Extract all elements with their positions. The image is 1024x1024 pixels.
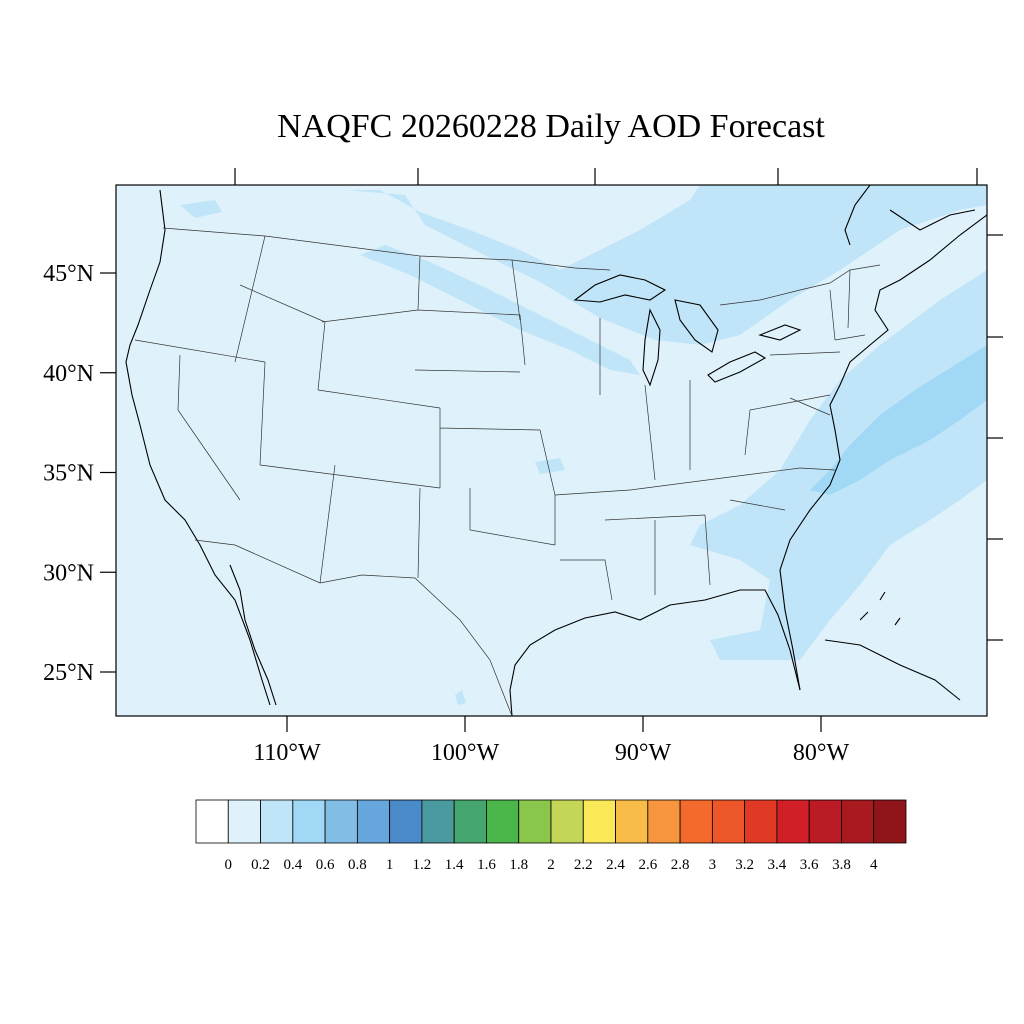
latitude-axis: 45°N 40°N 35°N 30°N 25°N	[43, 261, 116, 686]
colorbar-label: 1.2	[413, 857, 432, 873]
lake-huron	[674, 299, 719, 353]
coastline-atlantic	[779, 214, 987, 691]
colorbar-label: 3.4	[768, 857, 787, 873]
colorbar-label: 2.4	[606, 857, 625, 873]
lat-tick-label: 40°N	[43, 361, 94, 387]
aod-plume-south	[455, 690, 466, 705]
colorbar-label: 3.6	[800, 857, 819, 873]
lat-tick-label: 25°N	[43, 660, 94, 686]
coastline-cuba	[824, 639, 961, 701]
state-borders	[134, 227, 881, 717]
colorbar-swatch	[292, 799, 326, 844]
lat-tick-label: 30°N	[43, 560, 94, 586]
colorbar-label: 0.6	[316, 857, 335, 873]
lake-ontario	[758, 324, 802, 341]
colorbar-label: 2.6	[638, 857, 657, 873]
coastline-bahamas	[859, 591, 901, 626]
colorbar-label: 1.8	[509, 857, 528, 873]
colorbar-swatch	[679, 799, 713, 844]
colorbar-swatch	[711, 799, 746, 844]
coastline-canada	[844, 185, 976, 246]
aod-plume-southwest	[535, 458, 565, 474]
colorbar-label: 3.2	[735, 857, 754, 873]
colorbar-swatch	[744, 799, 778, 844]
colorbar-swatch	[647, 799, 681, 844]
aod-plume-north-2	[360, 245, 640, 375]
coastline-gulf	[509, 589, 801, 716]
longitude-axis: 110°W 100°W 90°W 80°W	[253, 716, 849, 766]
state-lines-east	[554, 269, 866, 601]
aod-plume-north	[345, 185, 987, 345]
lon-tick-label: 110°W	[253, 740, 321, 766]
aod-plume-core	[810, 345, 987, 495]
colorbar-swatch	[615, 799, 649, 844]
colorbar-swatch	[324, 799, 358, 844]
colorbar-swatch	[453, 799, 487, 844]
page-title: NAQFC 20260228 Daily AOD Forecast	[277, 108, 825, 145]
colorbar-label: 3	[709, 857, 717, 873]
colorbar-swatch	[421, 799, 455, 844]
coastline-west	[125, 189, 271, 706]
aod-plume-west	[180, 200, 222, 218]
colorbar-label: 0.8	[348, 857, 367, 873]
great-lakes	[573, 274, 802, 387]
colorbar-swatch	[808, 799, 842, 844]
colorbar-label: 0.2	[251, 857, 270, 873]
colorbar-swatch	[550, 799, 584, 844]
top-ticks	[234, 168, 978, 185]
right-ticks	[987, 234, 1003, 641]
colorbar-swatch	[486, 799, 520, 844]
colorbar-label: 0	[225, 857, 233, 873]
colorbar-label: 2.2	[574, 857, 593, 873]
map-frame	[115, 184, 988, 717]
mexico-border	[194, 539, 513, 717]
lat-tick-label: 45°N	[43, 261, 94, 287]
colorbar-swatch	[260, 799, 294, 844]
colorbar-swatch	[518, 799, 552, 844]
coastline-baja-east	[229, 564, 277, 706]
colorbar-swatch	[776, 799, 810, 844]
lake-michigan	[642, 308, 661, 387]
colorbar-swatch	[841, 799, 875, 844]
state-lines-west	[134, 235, 601, 584]
colorbar-labels: 0 0.2 0.4 0.6 0.8 1 1.2 1.4 1.6 1.8 2 2.2 2.4 2.6 2.8 3…	[225, 857, 878, 873]
canada-border	[162, 227, 881, 306]
colorbar-label: 4	[870, 857, 878, 873]
lon-tick-label: 90°W	[615, 740, 672, 766]
lon-tick-label: 80°W	[793, 740, 850, 766]
colorbar-label: 3.8	[832, 857, 851, 873]
colorbar-swatch	[227, 799, 261, 844]
colorbar-swatch	[873, 799, 907, 844]
colorbar-swatch	[195, 799, 229, 844]
lake-erie	[707, 351, 767, 383]
colorbar	[195, 799, 907, 844]
lon-tick-label: 100°W	[431, 740, 500, 766]
colorbar-label: 1.6	[477, 857, 496, 873]
lat-tick-label: 35°N	[43, 461, 94, 487]
coastlines	[125, 185, 987, 716]
lake-superior	[573, 274, 667, 303]
colorbar-label: 0.4	[283, 857, 302, 873]
colorbar-swatch	[582, 799, 616, 844]
colorbar-label: 1	[386, 857, 394, 873]
colorbar-swatch	[389, 799, 423, 844]
colorbar-swatch	[356, 799, 391, 844]
colorbar-label: 1.4	[445, 857, 464, 873]
colorbar-label: 2	[547, 857, 555, 873]
colorbar-label: 2.8	[671, 857, 690, 873]
